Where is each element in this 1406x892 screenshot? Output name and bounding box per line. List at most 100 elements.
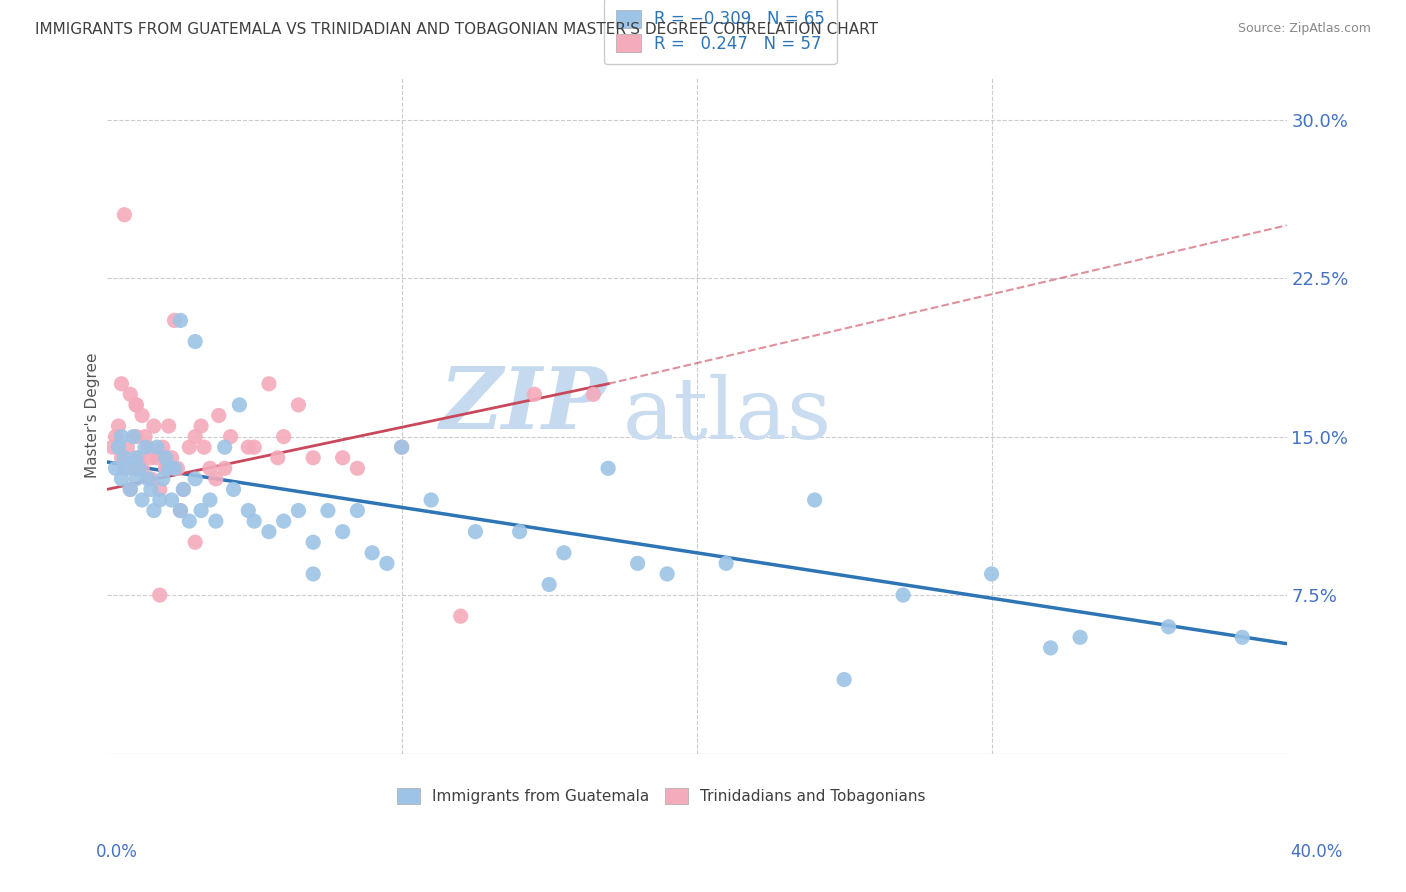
Point	[302, 566, 325, 581]
Point	[222, 483, 245, 497]
Point	[273, 514, 295, 528]
Point	[157, 419, 180, 434]
Point	[163, 461, 186, 475]
Legend: Immigrants from Guatemala, Trinidadians and Tobagonians: Immigrants from Guatemala, Trinidadians …	[388, 779, 935, 814]
Point	[509, 524, 531, 539]
Point	[112, 461, 135, 475]
Point	[139, 472, 162, 486]
Point	[1039, 640, 1062, 655]
Point	[152, 472, 174, 486]
Point	[122, 429, 145, 443]
Point	[420, 493, 443, 508]
Point	[169, 503, 191, 517]
Point	[184, 429, 207, 443]
Point	[523, 387, 546, 401]
Point	[190, 503, 212, 517]
Point	[332, 524, 354, 539]
Point	[1157, 620, 1180, 634]
Point	[110, 472, 132, 486]
Point	[157, 461, 180, 475]
Point	[120, 483, 142, 497]
Point	[149, 483, 172, 497]
Point	[980, 566, 1002, 581]
Point	[125, 398, 148, 412]
Point	[243, 514, 266, 528]
Point	[267, 450, 290, 465]
Point	[107, 419, 129, 434]
Point	[391, 440, 413, 454]
Point	[219, 429, 242, 443]
Point	[257, 376, 280, 391]
Point	[553, 546, 575, 560]
Point	[134, 440, 156, 454]
Point	[205, 472, 228, 486]
Point	[172, 483, 194, 497]
Y-axis label: Master's Degree: Master's Degree	[86, 352, 100, 478]
Point	[243, 440, 266, 454]
Point	[110, 450, 132, 465]
Text: 40.0%: 40.0%	[1291, 843, 1343, 861]
Point	[198, 461, 221, 475]
Point	[101, 440, 124, 454]
Point	[598, 461, 620, 475]
Point	[172, 483, 194, 497]
Point	[142, 419, 165, 434]
Point	[155, 461, 177, 475]
Point	[714, 557, 737, 571]
Point	[139, 450, 162, 465]
Point	[205, 514, 228, 528]
Point	[190, 419, 212, 434]
Point	[361, 546, 384, 560]
Point	[112, 450, 135, 465]
Point	[139, 483, 162, 497]
Point	[131, 493, 153, 508]
Point	[128, 450, 150, 465]
Point	[273, 429, 295, 443]
Text: ZIP: ZIP	[440, 363, 609, 447]
Point	[1232, 630, 1254, 644]
Point	[136, 472, 159, 486]
Point	[131, 409, 153, 423]
Point	[238, 440, 260, 454]
Point	[346, 461, 368, 475]
Point	[302, 535, 325, 549]
Point	[110, 376, 132, 391]
Point	[832, 673, 855, 687]
Point	[122, 461, 145, 475]
Point	[104, 429, 127, 443]
Point	[228, 398, 250, 412]
Point	[131, 461, 153, 475]
Text: atlas: atlas	[623, 374, 832, 457]
Point	[125, 398, 148, 412]
Point	[208, 409, 231, 423]
Point	[184, 472, 207, 486]
Point	[627, 557, 650, 571]
Point	[146, 450, 169, 465]
Point	[134, 429, 156, 443]
Point	[257, 524, 280, 539]
Point	[125, 429, 148, 443]
Point	[128, 461, 150, 475]
Point	[163, 313, 186, 327]
Point	[193, 440, 215, 454]
Point	[112, 208, 135, 222]
Point	[117, 461, 139, 475]
Point	[198, 493, 221, 508]
Point	[184, 535, 207, 549]
Point	[107, 440, 129, 454]
Point	[1069, 630, 1091, 644]
Point	[287, 398, 309, 412]
Point	[149, 588, 172, 602]
Point	[238, 503, 260, 517]
Point	[104, 461, 127, 475]
Point	[152, 440, 174, 454]
Text: IMMIGRANTS FROM GUATEMALA VS TRINIDADIAN AND TOBAGONIAN MASTER'S DEGREE CORRELAT: IMMIGRANTS FROM GUATEMALA VS TRINIDADIAN…	[35, 22, 879, 37]
Point	[184, 334, 207, 349]
Point	[891, 588, 914, 602]
Point	[302, 450, 325, 465]
Point	[155, 450, 177, 465]
Point	[391, 440, 413, 454]
Point	[803, 493, 825, 508]
Point	[538, 577, 561, 591]
Point	[120, 387, 142, 401]
